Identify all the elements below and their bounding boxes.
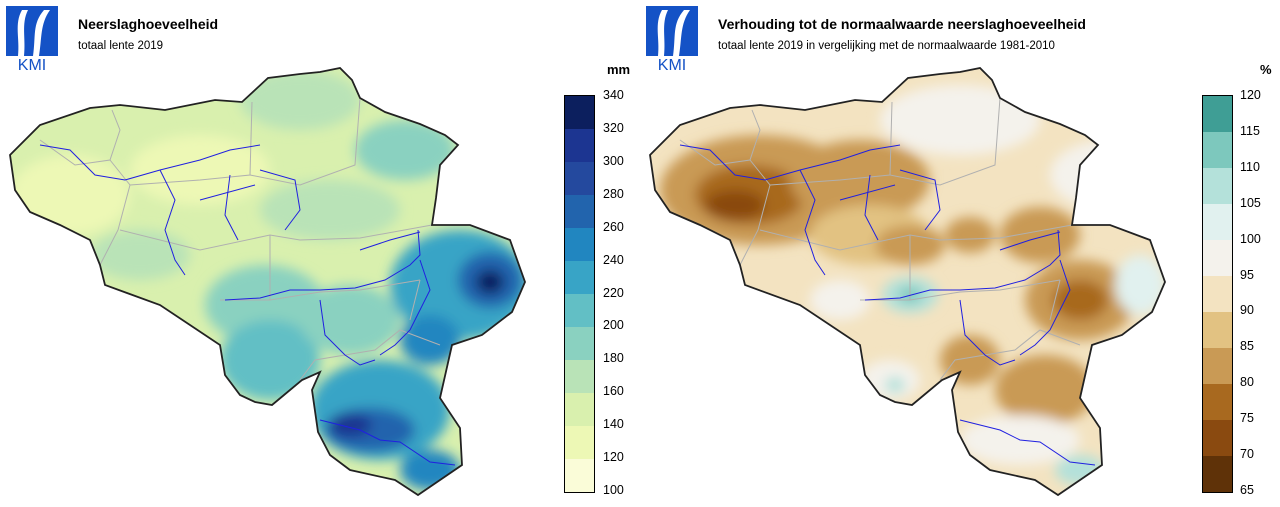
map-title: Verhouding tot de normaalwaarde neerslag… — [718, 16, 1086, 32]
legend-tick-label: 115 — [1240, 123, 1260, 138]
legend-swatch — [565, 228, 594, 261]
legend-tick-label: 90 — [1240, 303, 1254, 318]
province-borders — [679, 97, 1081, 381]
legend-tick-label: 85 — [1240, 339, 1254, 354]
legend-swatch — [1203, 384, 1232, 420]
legend-swatch — [1203, 420, 1232, 456]
legend-tick-label: 320 — [603, 120, 624, 135]
legend-swatch — [565, 129, 594, 162]
legend-tick-label: 300 — [603, 153, 624, 168]
kmi-logo-icon: KMI — [6, 6, 58, 72]
legend-tick-label: 220 — [603, 285, 624, 300]
province-borders — [39, 97, 441, 381]
country-border — [649, 67, 1166, 497]
river-lines — [679, 144, 1096, 466]
legend-swatch — [1203, 240, 1232, 276]
legend-tick-label: 260 — [603, 219, 624, 234]
legend-tick-label: 180 — [603, 351, 624, 366]
river-lines — [39, 144, 456, 466]
precipitation-panel: KMI Neerslaghoeveelheid totaal lente 201… — [6, 6, 631, 497]
legend-tick-label: 120 — [1240, 88, 1261, 102]
legend-tick-label: 95 — [1240, 267, 1254, 282]
belgium-ratio-map — [649, 67, 1166, 497]
legend-tick-label: 240 — [603, 252, 624, 267]
legend-color-bar — [1202, 95, 1233, 493]
legend-tick-label: 100 — [1240, 231, 1261, 246]
legend-swatch — [565, 162, 594, 195]
legend-swatch — [1203, 276, 1232, 312]
legend-swatch — [1203, 348, 1232, 384]
legend-swatch — [565, 261, 594, 294]
legend-tick-label: 105 — [1240, 195, 1261, 210]
legend-tick-label: 340 — [603, 88, 624, 102]
legend-tick-label: 160 — [603, 384, 624, 399]
legend-color-bar — [564, 95, 595, 493]
legend-tick-label: 280 — [603, 186, 624, 201]
legend-swatch — [565, 393, 594, 426]
legend-swatch — [1203, 204, 1232, 240]
logo-text: KMI — [18, 57, 46, 72]
legend-swatch — [565, 294, 594, 327]
legend-unit: mm — [607, 62, 631, 77]
kmi-logo-icon: KMI — [646, 6, 698, 72]
country-border — [9, 67, 526, 497]
belgium-precipitation-map — [9, 67, 526, 497]
legend-tick-label: 100 — [603, 483, 624, 497]
legend-tick-label: 110 — [1240, 159, 1260, 174]
legend-swatch — [565, 195, 594, 228]
logo-text: KMI — [658, 57, 686, 72]
legend-tick-label: 70 — [1240, 447, 1254, 462]
legend-tick-label: 65 — [1240, 483, 1254, 497]
legend-swatch — [565, 459, 594, 492]
map-title: Neerslaghoeveelheid — [78, 16, 219, 32]
legend-tick-label: 120 — [603, 450, 624, 465]
legend-swatch — [1203, 312, 1232, 348]
precipitation-ratio-panel: KMI Verhouding tot de normaalwaarde neer… — [640, 0, 1280, 507]
map-subtitle: totaal lente 2019 in vergelijking met de… — [718, 40, 1055, 52]
legend-unit: % — [1260, 62, 1272, 77]
legend-tick-label: 75 — [1240, 411, 1254, 426]
legend-swatch — [565, 426, 594, 459]
legend-swatch — [1203, 132, 1232, 168]
legend-swatch — [565, 327, 594, 360]
legend-swatch — [1203, 96, 1232, 132]
legend-swatch — [565, 360, 594, 393]
legend-tick-label: 140 — [603, 417, 624, 432]
legend-swatch — [565, 96, 594, 129]
map-subtitle: totaal lente 2019 — [78, 40, 164, 52]
legend-tick-label: 200 — [603, 318, 624, 333]
legend-tick-label: 80 — [1240, 375, 1254, 390]
legend-swatch — [1203, 456, 1232, 492]
legend-swatch — [1203, 168, 1232, 204]
